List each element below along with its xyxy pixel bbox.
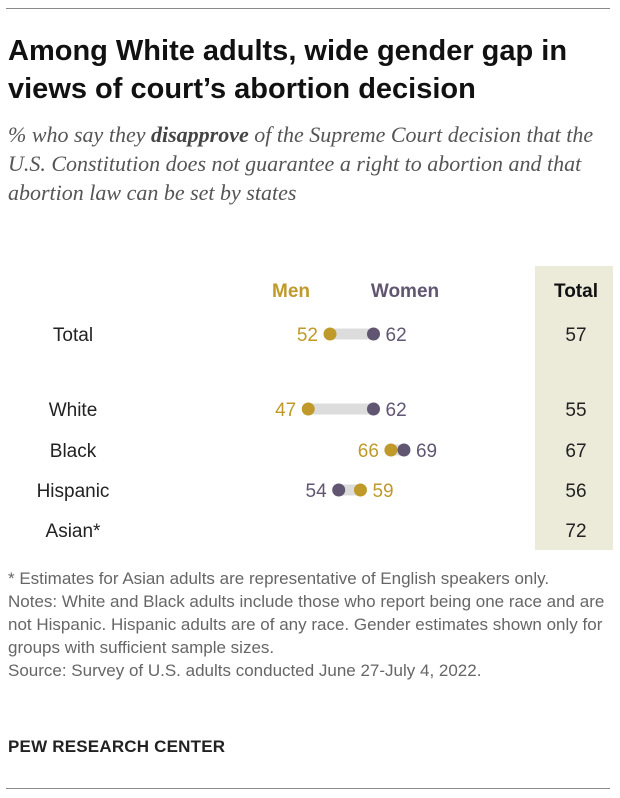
women-dot-total (367, 327, 380, 341)
total-value-hispanic: 56 (565, 481, 586, 502)
men-value-black: 66 (358, 441, 379, 462)
legend-men: Men (272, 281, 310, 302)
chart-title: Among White adults, wide gender gap in v… (8, 35, 568, 105)
total-value-total: 57 (565, 325, 586, 346)
total-value-asian: 72 (565, 521, 586, 542)
men-value-total: 52 (297, 325, 318, 346)
women-dot-white (367, 402, 380, 416)
chart-footer: * Estimates for Asian adults are represe… (8, 567, 608, 682)
men-value-hispanic: 59 (372, 481, 393, 502)
men-dot-white (301, 402, 315, 416)
women-value-hispanic: 54 (306, 481, 328, 502)
row-label-asian: Asian* (46, 521, 102, 542)
dot-chart: Men Women Total Total 52 62 57 White 47 62 55 Bl… (37, 266, 613, 550)
men-dot-hispanic (353, 483, 367, 497)
row-label-white: White (49, 400, 98, 421)
subtitle-lead: % who say they (8, 122, 151, 147)
footnote-text: * Estimates for Asian adults are represe… (8, 569, 550, 588)
bottom-rule (6, 788, 610, 789)
notes-text: Notes: White and Black adults include th… (8, 592, 605, 657)
row-label-total: Total (53, 325, 93, 346)
men-dot-total (323, 327, 337, 341)
total-value-black: 67 (565, 441, 586, 462)
total-value-white: 55 (565, 400, 586, 421)
legend-women: Women (371, 281, 439, 302)
men-value-white: 47 (275, 400, 296, 421)
women-value-white: 62 (386, 400, 407, 421)
brand-logo-text: PEW RESEARCH CENTER (8, 737, 226, 756)
source-text: Source: Survey of U.S. adults conducted … (8, 661, 482, 680)
chart-subtitle: % who say they disapprove of the Supreme… (8, 120, 608, 207)
women-dot-black (397, 443, 411, 457)
chart-rows: Total 52 62 57 White 47 62 55 Black 66 69 67 Hispani… (37, 325, 587, 542)
column-header-total: Total (554, 281, 598, 302)
row-label-black: Black (50, 441, 97, 462)
men-dot-black (384, 443, 398, 457)
women-value-total: 62 (386, 325, 407, 346)
total-column-background (535, 266, 613, 550)
women-dot-hispanic (332, 483, 346, 497)
subtitle-rest: of the Supreme Court decision that the U… (8, 122, 594, 205)
top-rule (6, 8, 610, 9)
row-label-hispanic: Hispanic (37, 481, 110, 502)
subtitle-emphasis: disapprove (150, 122, 249, 147)
women-value-black: 69 (416, 441, 437, 462)
